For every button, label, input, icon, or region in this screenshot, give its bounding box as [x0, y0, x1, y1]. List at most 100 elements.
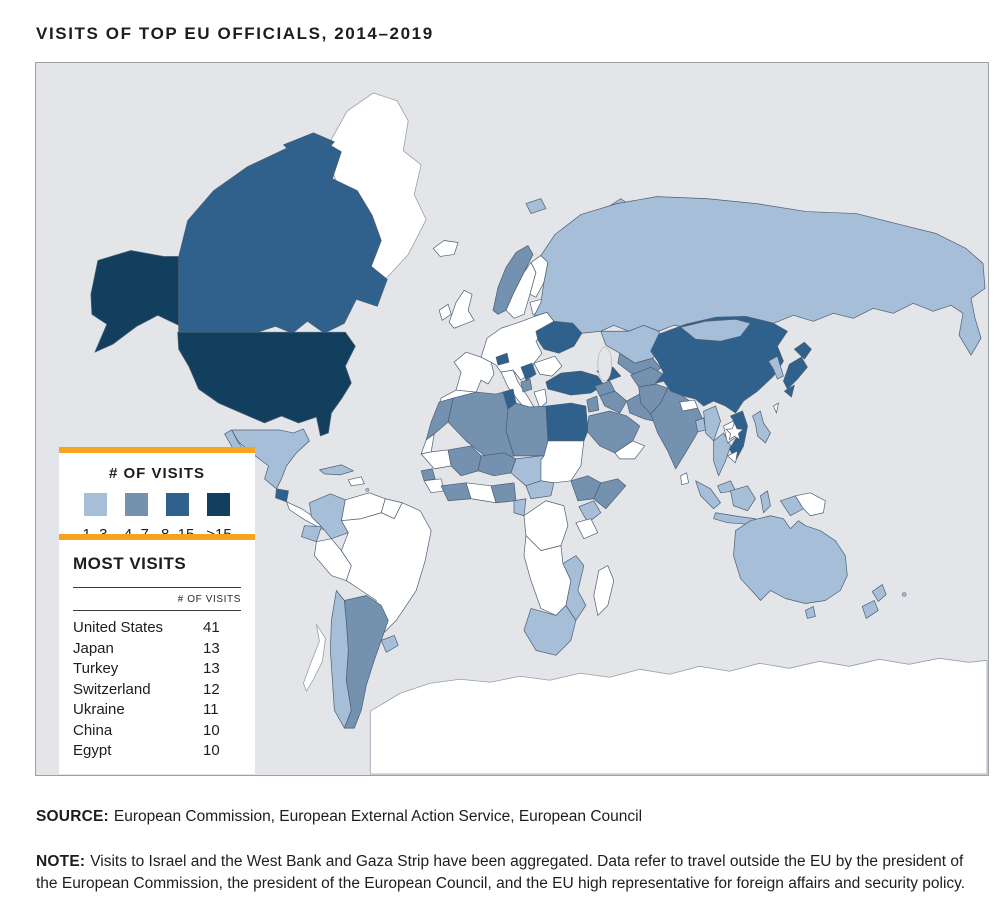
country-name: Egypt: [73, 742, 112, 759]
country-ireland: [438, 303, 452, 321]
page-title: VISITS OF TOP EU OFFICIALS, 2014–2019: [36, 24, 434, 44]
country-china: [650, 315, 788, 414]
caspian-sea: [597, 346, 613, 382]
country-cuba: [319, 464, 354, 476]
source-line: SOURCE: European Commission, European Ext…: [36, 808, 642, 826]
country-south-africa: [523, 605, 577, 656]
country-egypt: [545, 402, 589, 442]
note-text: Visits to Israel and the West Bank and G…: [36, 852, 966, 892]
country-papua-new-guinea: [795, 492, 826, 517]
country-myanmar: [703, 405, 721, 442]
star-marker: [725, 422, 744, 440]
country-switzerland: [495, 352, 510, 366]
country-caribbean-islands: [365, 487, 370, 492]
table-row: China 10: [73, 721, 241, 742]
country-nepal: [679, 399, 698, 412]
country-mongolia: [680, 318, 751, 342]
country-libya: [505, 402, 549, 457]
country-name: Ukraine: [73, 701, 125, 718]
most-visits-rows: United States 41 Japan 13 Turkey 13 Switzerlan…: [73, 611, 241, 762]
most-visits-title: MOST VISITS: [73, 554, 187, 573]
country-antarctica: [369, 657, 988, 775]
country-sri-lanka: [680, 472, 689, 486]
country-norway: [492, 245, 534, 315]
country-thailand: [713, 432, 731, 477]
country-mali: [447, 445, 482, 477]
country-japan-kyushu: [784, 384, 795, 398]
country-australia: [733, 515, 848, 604]
country-iraq: [599, 390, 628, 414]
country-israel-jordan: [586, 395, 600, 413]
country-iceland: [432, 240, 459, 257]
table-row: Switzerland 12: [73, 680, 241, 701]
divider: [73, 610, 241, 611]
country-borneo: [730, 485, 756, 512]
country-sumatra: [695, 480, 721, 510]
visit-count: 41: [203, 619, 220, 636]
country-albania-macedonia: [520, 378, 533, 393]
country-hispaniola: [347, 476, 365, 487]
most-visits-accent-bar: [59, 534, 255, 540]
country-russia: [533, 196, 986, 356]
visits-column-header: # OF VISITS: [177, 594, 241, 605]
country-new-zealand-south: [861, 600, 879, 619]
country-turkey: [545, 370, 605, 396]
country-japan-honshu: [783, 356, 808, 390]
country-canada: [178, 138, 388, 334]
country-madagascar: [593, 565, 615, 616]
table-row: Japan 13: [73, 639, 241, 660]
note-block: NOTE: Visits to Israel and the West Bank …: [36, 851, 982, 895]
table-row: Egypt 10: [73, 741, 241, 762]
legend-accent-bar: [59, 447, 255, 453]
visit-count: 13: [203, 639, 220, 657]
visit-count: 10: [203, 742, 220, 759]
country-sulawesi: [760, 490, 771, 514]
legend-swatch-8-15: [166, 493, 190, 516]
legend-title: # OF VISITS: [108, 465, 206, 482]
country-new-zealand-north: [871, 584, 887, 602]
table-row: Ukraine 11: [73, 700, 241, 721]
country-name: Japan: [73, 639, 114, 657]
world-choropleth-map: # OF VISITS 1–3 4–7 8–15 >15: [35, 62, 989, 776]
country-uruguay: [380, 635, 399, 653]
country-alaska: [90, 250, 180, 353]
country-united-states: [177, 331, 356, 437]
country-philippines: [752, 410, 771, 444]
country-senegal: [420, 468, 436, 482]
country-somalia: [593, 478, 627, 510]
country-name: Switzerland: [73, 680, 151, 698]
visit-count: 11: [203, 701, 219, 718]
country-name: United States: [73, 619, 164, 636]
country-kenya: [578, 500, 602, 524]
most-visits-panel: MOST VISITS # OF VISITS United States 41 J…: [59, 534, 255, 774]
visit-count: 12: [203, 680, 220, 698]
legend-swatch-1-3: [83, 493, 107, 516]
legend-swatch-4-7: [124, 493, 148, 516]
note-label: NOTE:: [36, 852, 86, 870]
country-cambodia: [727, 450, 738, 464]
divider: [73, 587, 241, 588]
country-taiwan: [773, 402, 779, 414]
country-name: China: [73, 721, 113, 739]
country-antarctica: [303, 624, 326, 692]
country-united-kingdom: [448, 290, 475, 329]
visit-count: 10: [203, 721, 220, 739]
country-serbia: [520, 362, 537, 381]
country-greece: [533, 388, 548, 409]
country-sudan: [540, 440, 585, 484]
country-niger: [477, 452, 517, 477]
country-name: Turkey: [73, 660, 119, 677]
source-label: SOURCE:: [36, 807, 109, 825]
country-japan-hokkaido: [794, 341, 812, 360]
country-guatemala: [275, 488, 289, 503]
country-mauritania: [420, 449, 452, 470]
country-romania-bulgaria: [533, 355, 563, 377]
country-central-african-republic: [525, 480, 555, 500]
country-korea: [768, 355, 784, 380]
country-cameroon: [513, 498, 527, 517]
country-svalbard: [525, 198, 547, 214]
country-mexico: [231, 428, 310, 490]
world-map-svg: [71, 92, 988, 775]
country-ecuador: [301, 525, 322, 543]
